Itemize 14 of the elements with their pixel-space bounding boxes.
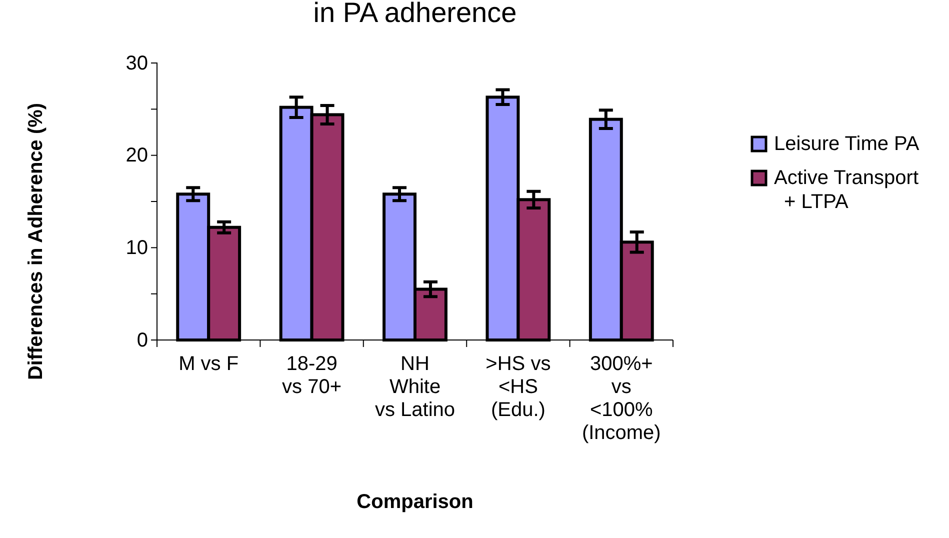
x-tick-label: M vs F [178, 353, 239, 375]
y-tick-label: 0 [136, 329, 148, 352]
x-axis-title: Comparison [356, 491, 474, 513]
x-tick-label: 18-29 vs 70+ [282, 353, 342, 398]
x-tick-label: NH White vs Latino [374, 353, 456, 421]
x-tick-label: >HS vs <HS (Edu.) [486, 353, 551, 421]
y-tick-label: 10 [126, 237, 148, 260]
x-tick-label: 300%+ vs <100% (Income) [582, 353, 661, 444]
legend-label: Leisure Time PA [774, 133, 920, 155]
chart-title: in PA adherence [313, 0, 517, 28]
y-axis-title: Differences in Adherence (%) [25, 102, 47, 380]
y-tick-label: 30 [126, 52, 148, 74]
y-tick-label: 20 [126, 144, 148, 167]
legend-label: Active Transport + LTPA [774, 167, 919, 213]
